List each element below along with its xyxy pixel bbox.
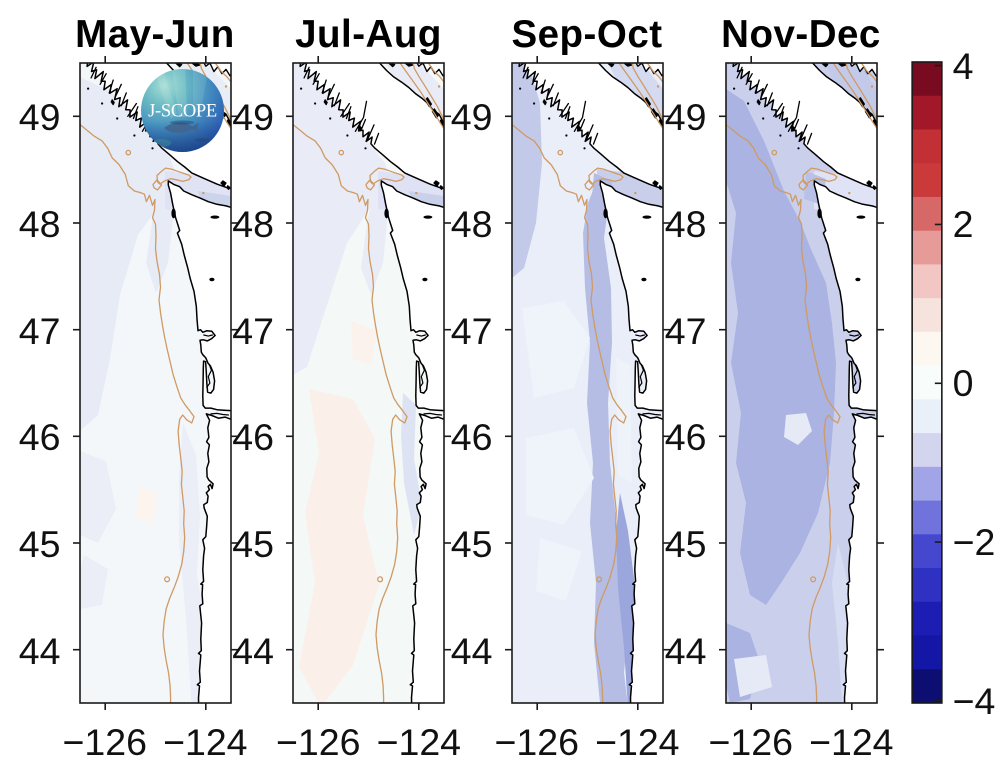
svg-text:J-SCOPE: J-SCOPE — [148, 102, 217, 122]
